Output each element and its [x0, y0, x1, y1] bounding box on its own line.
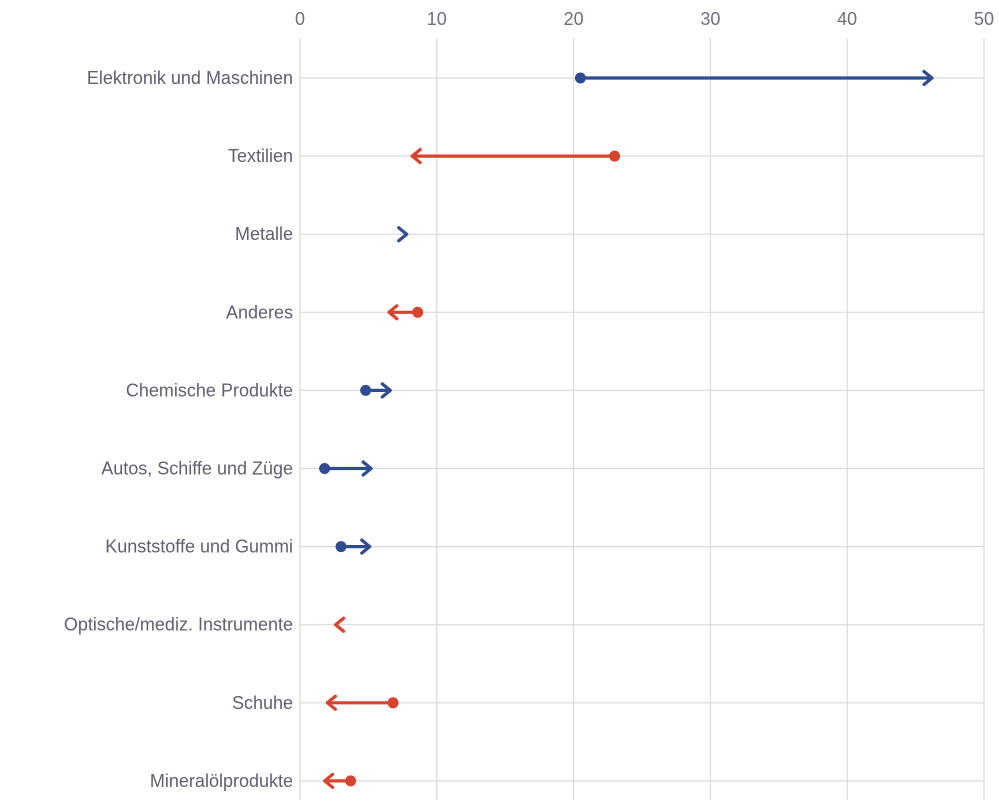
- category-label: Optische/mediz. Instrumente: [64, 615, 293, 635]
- data-mark-group: [574, 69, 934, 87]
- start-dot: [319, 463, 331, 474]
- arrow-head: [360, 538, 372, 555]
- arrow-head: [397, 226, 409, 243]
- x-tick-label: 10: [427, 9, 447, 29]
- arrow-head: [922, 69, 934, 87]
- category-label: Textilien: [228, 146, 293, 166]
- category-label: Metalle: [235, 224, 293, 244]
- start-dot: [412, 306, 424, 318]
- x-tick-label: 30: [700, 9, 720, 29]
- x-tick-label: 20: [564, 9, 584, 29]
- start-dot: [609, 150, 621, 162]
- category-label: Anderes: [226, 302, 293, 322]
- category-label: Elektronik und Maschinen: [87, 68, 293, 88]
- start-dot: [360, 384, 372, 396]
- start-dot: [574, 72, 586, 84]
- category-label: Chemische Produkte: [126, 380, 293, 400]
- data-mark-group: [410, 148, 621, 165]
- arrow-head: [323, 772, 335, 789]
- data-mark-group: [333, 616, 346, 633]
- data-marks: [319, 69, 934, 789]
- data-mark-group: [360, 382, 392, 399]
- data-mark-group: [323, 772, 357, 789]
- data-mark-group: [397, 226, 409, 243]
- start-dot: [335, 541, 347, 553]
- data-mark-group: [325, 694, 399, 711]
- category-label: Mineralölprodukte: [150, 771, 293, 791]
- x-tick-label: 50: [974, 9, 994, 29]
- start-dot: [345, 775, 357, 787]
- data-mark-group: [319, 460, 373, 477]
- arrow-head: [325, 694, 337, 711]
- data-mark-group: [387, 304, 424, 321]
- x-axis-ticks: 0 10 20 30 40 50: [295, 9, 994, 29]
- arrow-head: [410, 148, 422, 165]
- x-tick-label: 0: [295, 9, 305, 29]
- data-mark-group: [335, 538, 372, 555]
- category-labels: Elektronik und Maschinen Textilien Metalle…: [64, 68, 293, 791]
- category-label: Autos, Schiffe und Züge: [101, 459, 293, 479]
- category-label: Kunststoffe und Gummi: [105, 537, 293, 557]
- grid-layer: [299, 38, 985, 800]
- arrow-head: [387, 304, 399, 321]
- arrow-head: [333, 616, 346, 633]
- start-dot: [387, 697, 399, 709]
- arrow-head: [361, 460, 373, 477]
- x-tick-label: 40: [837, 9, 857, 29]
- category-label: Schuhe: [232, 693, 293, 713]
- arrow-head: [380, 382, 392, 399]
